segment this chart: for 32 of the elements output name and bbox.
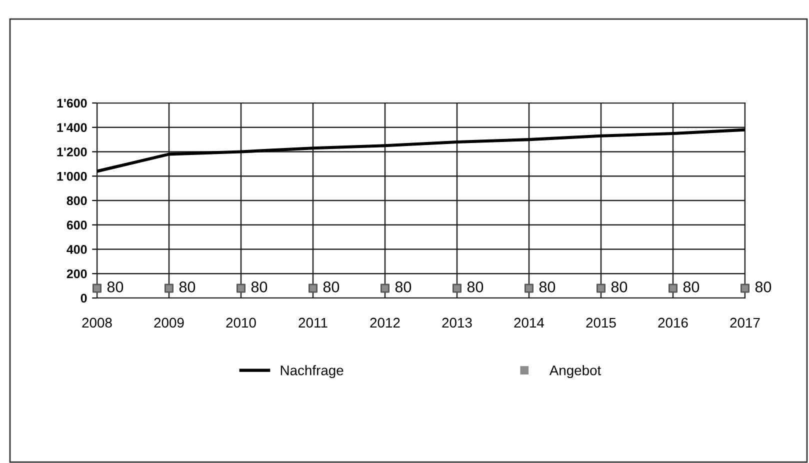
- data-label: 80: [179, 282, 196, 292]
- line-series: [97, 128, 745, 173]
- y-tick-label: 200: [66, 269, 87, 278]
- x-tick-label: 2008: [82, 318, 112, 328]
- data-label: 80: [755, 282, 772, 292]
- x-tick-label: 2011: [298, 318, 328, 328]
- y-tick-label: 1'600: [57, 98, 87, 108]
- x-tick-label: 2013: [442, 318, 472, 328]
- data-label: 80: [539, 282, 556, 292]
- x-tick-label: 2010: [226, 318, 256, 328]
- data-label: 80: [251, 282, 268, 292]
- y-tick-label: 1'200: [57, 148, 87, 156]
- x-tick-label: 2009: [154, 318, 184, 328]
- data-label: 80: [323, 282, 340, 292]
- data-label: 80: [683, 282, 700, 292]
- y-tick-label: 1'000: [57, 172, 87, 181]
- data-label: 80: [395, 282, 412, 292]
- x-tick-label: 2014: [514, 318, 544, 328]
- legend-label: Nachfrage: [280, 365, 344, 378]
- x-tick-label: 2017: [730, 318, 760, 328]
- data-label: 80: [611, 282, 628, 292]
- y-tick-label: 400: [66, 245, 87, 254]
- y-tick-label: 1'400: [57, 123, 87, 132]
- y-tick-label: 0: [80, 294, 87, 303]
- x-tick-label: 2016: [658, 318, 688, 328]
- y-tick-label: 600: [66, 220, 87, 230]
- data-label: 80: [107, 282, 124, 292]
- y-tick-label: 800: [66, 196, 87, 206]
- x-tick-label: 2012: [370, 318, 400, 328]
- legend-label: Angebot: [549, 365, 602, 378]
- data-label: 80: [467, 282, 484, 292]
- x-tick-label: 2015: [586, 318, 616, 328]
